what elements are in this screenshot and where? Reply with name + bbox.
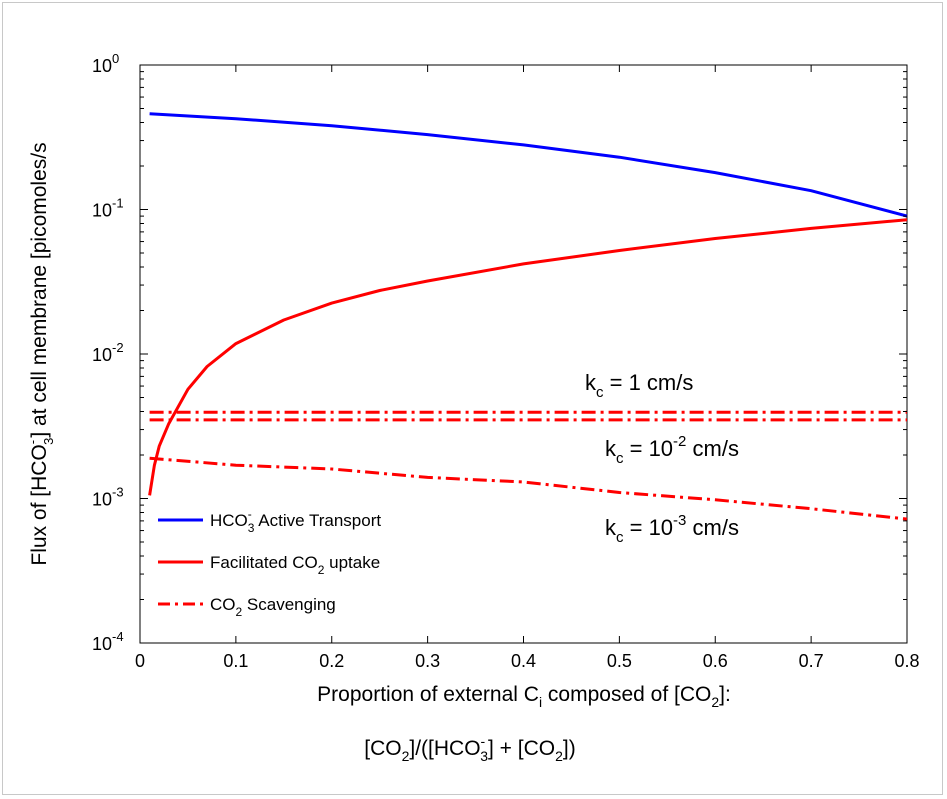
x2-p4: ]) xyxy=(563,737,576,760)
x-axis-title-pre: Proportion of external C xyxy=(317,683,539,706)
annot3-eq: = 10 xyxy=(624,515,674,540)
legend3-post: Scavenging xyxy=(242,595,336,614)
y-axis-title-pre: Flux of [HCO xyxy=(28,444,51,565)
x2-sup: - xyxy=(481,733,486,749)
y-axis-title: Flux of [HCO-3] at cell membrane [picomo… xyxy=(25,142,56,565)
legend3-sub: 2 xyxy=(236,605,243,619)
x2-p3: ] + [CO xyxy=(488,737,555,760)
annot3-sup: -3 xyxy=(673,512,686,529)
x-tick-label: 0.3 xyxy=(415,651,440,671)
x-tick-label: 0 xyxy=(135,651,145,671)
annot2-sup: -2 xyxy=(673,433,686,450)
legend2-post: uptake xyxy=(324,553,380,572)
series-scavenging-kc-1e-3 xyxy=(149,456,908,521)
series-layer xyxy=(148,112,908,521)
legend1-sup: - xyxy=(248,507,252,521)
annotation-kc-1: kc = 1 cm/s xyxy=(585,370,693,401)
x2-p1: [CO xyxy=(364,737,401,760)
legend2-pre: Facilitated CO xyxy=(210,553,318,572)
x-tick-label: 0.5 xyxy=(607,651,632,671)
annot2-k: k xyxy=(605,436,617,461)
legend1-sub: 3 xyxy=(248,521,255,535)
y-axis-title-sub: 3 xyxy=(41,438,56,445)
legend1-pre: HCO xyxy=(210,511,248,530)
legend3-pre: CO xyxy=(210,595,236,614)
legend-label-facilitated: Facilitated CO2 uptake xyxy=(210,553,380,577)
annotation-kc-2: kc = 10-2 cm/s xyxy=(605,433,739,467)
x-axis-title: Proportion of external Ci composed of [C… xyxy=(317,683,731,710)
y-tick-label: 10-2 xyxy=(92,340,124,365)
y-tick-label: 10-3 xyxy=(92,485,124,510)
tick-layer: 0 0.1 0.2 0.3 0.4 0.5 0.6 0.7 0.8 10-4 10-3 10-2 10-… xyxy=(92,51,920,671)
x-tick-label: 0.8 xyxy=(894,651,919,671)
y-axis-title-post: ] at cell membrane [picomoles/s xyxy=(28,142,51,437)
annot3-tail: cm/s xyxy=(686,515,739,540)
x-tick-label: 0.7 xyxy=(799,651,824,671)
series-hco3-active-transport xyxy=(149,112,908,218)
annot3-ksub: c xyxy=(616,529,624,546)
annot2-tail: cm/s xyxy=(686,436,739,461)
x-axis-title-line2: [CO2]/([HCO-3] + [CO2]) xyxy=(364,733,576,764)
x-axis-title-sub: i xyxy=(539,694,542,710)
legend1-post: Active Transport xyxy=(254,511,381,530)
x-tick-label: 0.4 xyxy=(511,651,536,671)
annot1-k: k xyxy=(585,370,597,395)
x2-s1: 2 xyxy=(402,748,410,764)
x-tick-label: 0.6 xyxy=(703,651,728,671)
x-axis-title-sub2: 2 xyxy=(711,694,719,710)
x-tick-label: 0.2 xyxy=(319,651,344,671)
annot1-eq: = 1 cm/s xyxy=(604,370,694,395)
y-axis-title-sup: - xyxy=(25,440,40,444)
legend-label-scavenging: CO2 Scavenging xyxy=(210,595,336,619)
y-tick-label: 100 xyxy=(92,51,119,76)
y-tick-label: 10-4 xyxy=(92,629,124,654)
annot2-ksub: c xyxy=(616,450,624,467)
annot3-k: k xyxy=(605,515,617,540)
annot2-eq: = 10 xyxy=(624,436,674,461)
legend-label-active-transport: HCO-3 Active Transport xyxy=(210,507,381,535)
x-tick-label: 0.1 xyxy=(223,651,248,671)
x-axis-title-post: ]: xyxy=(719,683,731,706)
legend2-sub: 2 xyxy=(318,563,325,577)
x2-s3: 2 xyxy=(555,748,563,764)
legend: HCO-3 Active Transport Facilitated CO2 u… xyxy=(158,507,381,619)
x2-p2: ]/([HCO xyxy=(409,737,480,760)
annotation-kc-3: kc = 10-3 cm/s xyxy=(605,512,739,546)
annot1-ksub: c xyxy=(596,384,604,401)
plot-area xyxy=(139,64,908,644)
y-tick-label: 10-1 xyxy=(92,196,124,221)
x-axis-title-mid: composed of [CO xyxy=(542,683,711,706)
series-facilitated-co2-uptake xyxy=(148,218,908,496)
x2-s2: 3 xyxy=(480,748,488,764)
